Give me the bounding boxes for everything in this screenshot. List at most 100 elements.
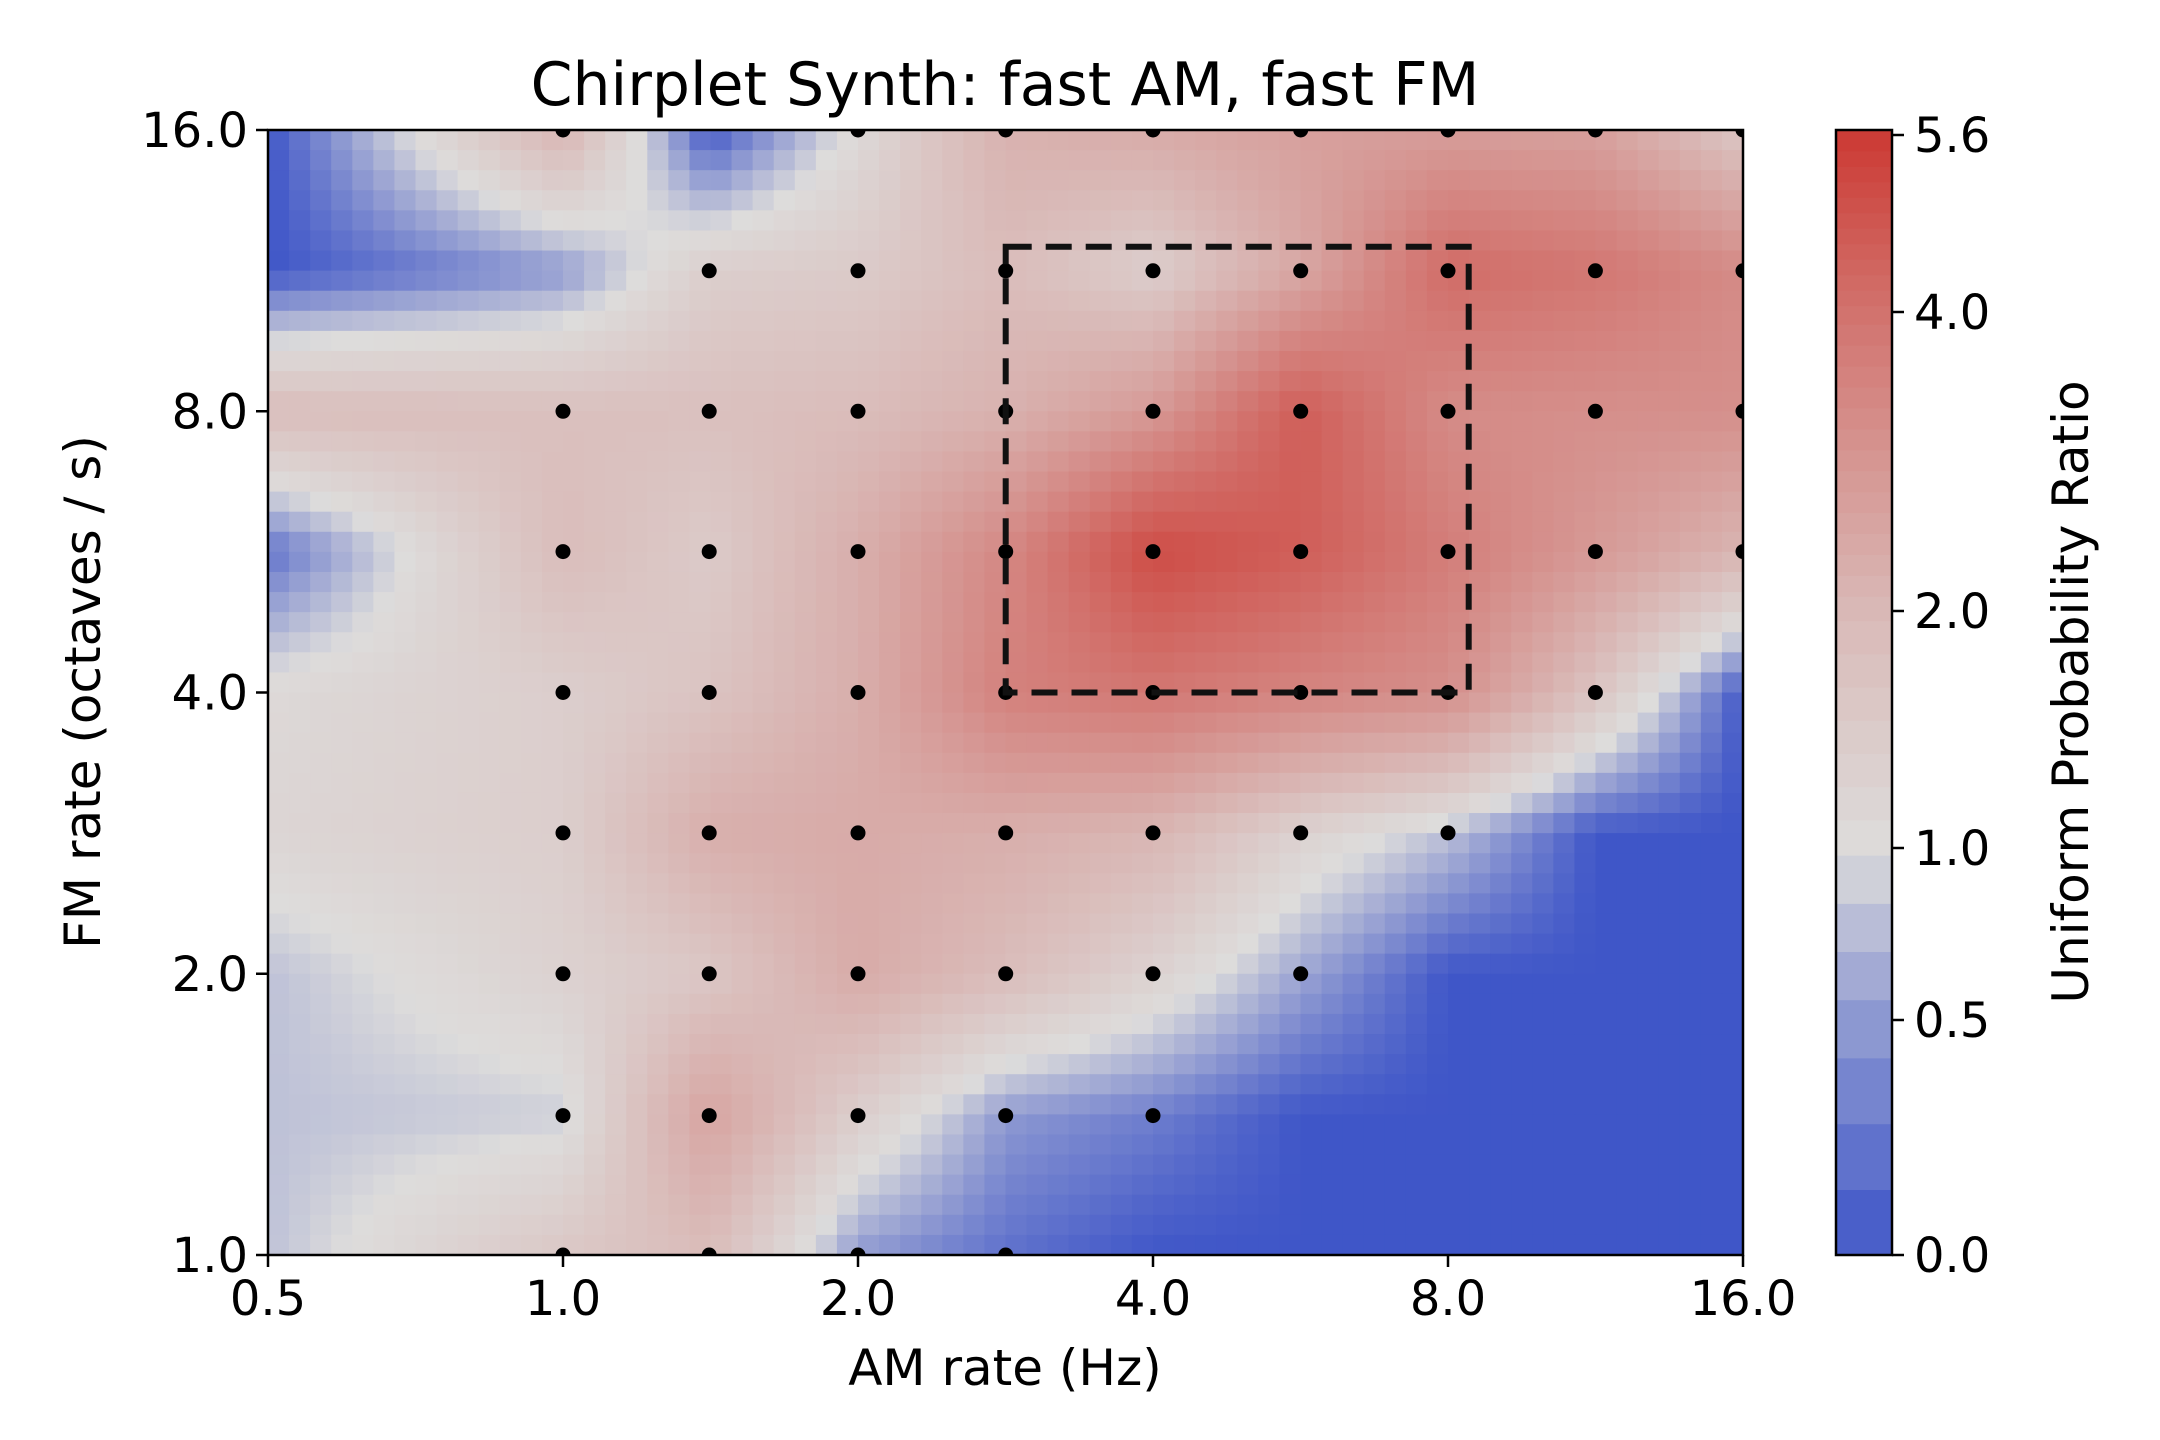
heatmap-cell xyxy=(647,170,670,192)
heatmap-cell xyxy=(1279,772,1302,794)
heatmap-cell xyxy=(1237,632,1260,654)
heatmap-cell xyxy=(1321,491,1344,513)
heatmap-cell xyxy=(689,933,712,955)
heatmap-cell xyxy=(836,592,859,613)
heatmap-cell xyxy=(710,190,733,212)
heatmap-cell xyxy=(584,170,606,192)
sample-point xyxy=(850,966,866,982)
heatmap-cell xyxy=(1342,873,1365,895)
heatmap-cell xyxy=(520,752,543,774)
y-axis-ticks: 1.02.04.08.016.0 xyxy=(141,103,268,1284)
heatmap-cell xyxy=(1469,511,1491,533)
heatmap-cell xyxy=(921,170,944,192)
heatmap-cell xyxy=(1153,1154,1175,1176)
heatmap-cell xyxy=(858,873,880,895)
heatmap-cell xyxy=(1574,1034,1597,1055)
heatmap-cell xyxy=(1321,511,1344,533)
heatmap-cell xyxy=(794,431,817,453)
heatmap-cell xyxy=(1068,592,1091,613)
heatmap-cell xyxy=(415,1054,438,1075)
heatmap-cell xyxy=(520,1154,543,1176)
heatmap-cell xyxy=(415,1034,438,1055)
heatmap-cell xyxy=(1469,752,1491,774)
heatmap-cell xyxy=(731,330,754,352)
heatmap-cell xyxy=(1405,893,1428,915)
heatmap-cell xyxy=(1237,1234,1260,1255)
heatmap-cell xyxy=(689,1013,712,1035)
heatmap-cell xyxy=(1068,752,1091,774)
heatmap-cell xyxy=(963,732,986,754)
heatmap-cell xyxy=(1679,310,1702,332)
heatmap-cell xyxy=(1553,411,1576,433)
sample-point xyxy=(998,544,1014,560)
heatmap-cell xyxy=(1216,692,1239,714)
heatmap-cell xyxy=(984,170,1007,192)
heatmap-cell xyxy=(1532,1094,1555,1116)
heatmap-cell xyxy=(1174,190,1196,212)
heatmap-cell xyxy=(1089,772,1112,794)
heatmap-cell xyxy=(478,652,501,674)
heatmap-cell xyxy=(752,712,775,734)
heatmap-cell xyxy=(858,210,880,232)
heatmap-cell xyxy=(436,310,459,332)
heatmap-cell xyxy=(1131,893,1154,915)
heatmap-cell xyxy=(921,1094,944,1116)
heatmap-cell xyxy=(1342,672,1365,694)
heatmap-cell xyxy=(373,1114,396,1136)
heatmap-cell xyxy=(1110,1114,1133,1136)
heatmap-cell xyxy=(331,1034,354,1055)
heatmap-cell xyxy=(710,170,733,192)
heatmap-cell xyxy=(1679,190,1702,212)
heatmap-cell xyxy=(668,993,691,1015)
heatmap-cell xyxy=(1216,250,1239,272)
heatmap-cell xyxy=(1574,1154,1597,1176)
heatmap-cell xyxy=(1511,1114,1534,1136)
heatmap-cell xyxy=(394,471,417,493)
heatmap-cell xyxy=(773,310,796,332)
heatmap-cell xyxy=(331,612,354,634)
heatmap-cell xyxy=(499,652,522,674)
heatmap-cell xyxy=(1342,571,1365,593)
heatmap-cell xyxy=(352,953,375,975)
heatmap-cell xyxy=(879,491,901,513)
heatmap-cell xyxy=(1258,431,1281,453)
heatmap-cell xyxy=(1026,1034,1049,1055)
heatmap-cell xyxy=(900,290,923,312)
heatmap-cell xyxy=(1637,792,1660,814)
heatmap-cell xyxy=(1237,933,1260,955)
heatmap-cell xyxy=(1637,652,1660,674)
heatmap-cell xyxy=(1258,632,1281,654)
heatmap-cell xyxy=(794,893,817,915)
heatmap-cell xyxy=(1490,391,1513,413)
heatmap-cell xyxy=(415,652,438,674)
heatmap-cell xyxy=(815,130,838,151)
heatmap-cell xyxy=(858,792,880,814)
heatmap-cell xyxy=(1616,1174,1639,1196)
heatmap-cell xyxy=(268,170,290,192)
heatmap-cell xyxy=(1637,993,1660,1015)
heatmap-cell xyxy=(1574,993,1597,1015)
heatmap-cell xyxy=(1595,310,1618,332)
heatmap-cell xyxy=(1342,431,1365,453)
heatmap-cell xyxy=(1026,692,1049,714)
heatmap-cell xyxy=(352,1013,375,1035)
heatmap-cell xyxy=(1005,893,1028,915)
heatmap-cell xyxy=(1553,732,1576,754)
heatmap-cell xyxy=(1384,933,1407,955)
heatmap-cell xyxy=(310,350,333,372)
heatmap-cell xyxy=(900,330,923,352)
heatmap-cell xyxy=(710,1114,733,1136)
heatmap-cell xyxy=(1131,1054,1154,1075)
heatmap-cell xyxy=(731,1134,754,1156)
heatmap-cell xyxy=(331,391,354,413)
heatmap-cell xyxy=(605,752,628,774)
heatmap-cell xyxy=(1026,130,1049,151)
heatmap-cell xyxy=(1679,511,1702,533)
heatmap-cell xyxy=(1026,652,1049,674)
heatmap-cell xyxy=(1448,692,1470,714)
heatmap-cell xyxy=(942,692,965,714)
heatmap-cell xyxy=(942,1114,965,1136)
heatmap-cell xyxy=(1174,371,1196,392)
heatmap-cell xyxy=(1047,551,1070,573)
heatmap-cell xyxy=(1553,873,1576,895)
